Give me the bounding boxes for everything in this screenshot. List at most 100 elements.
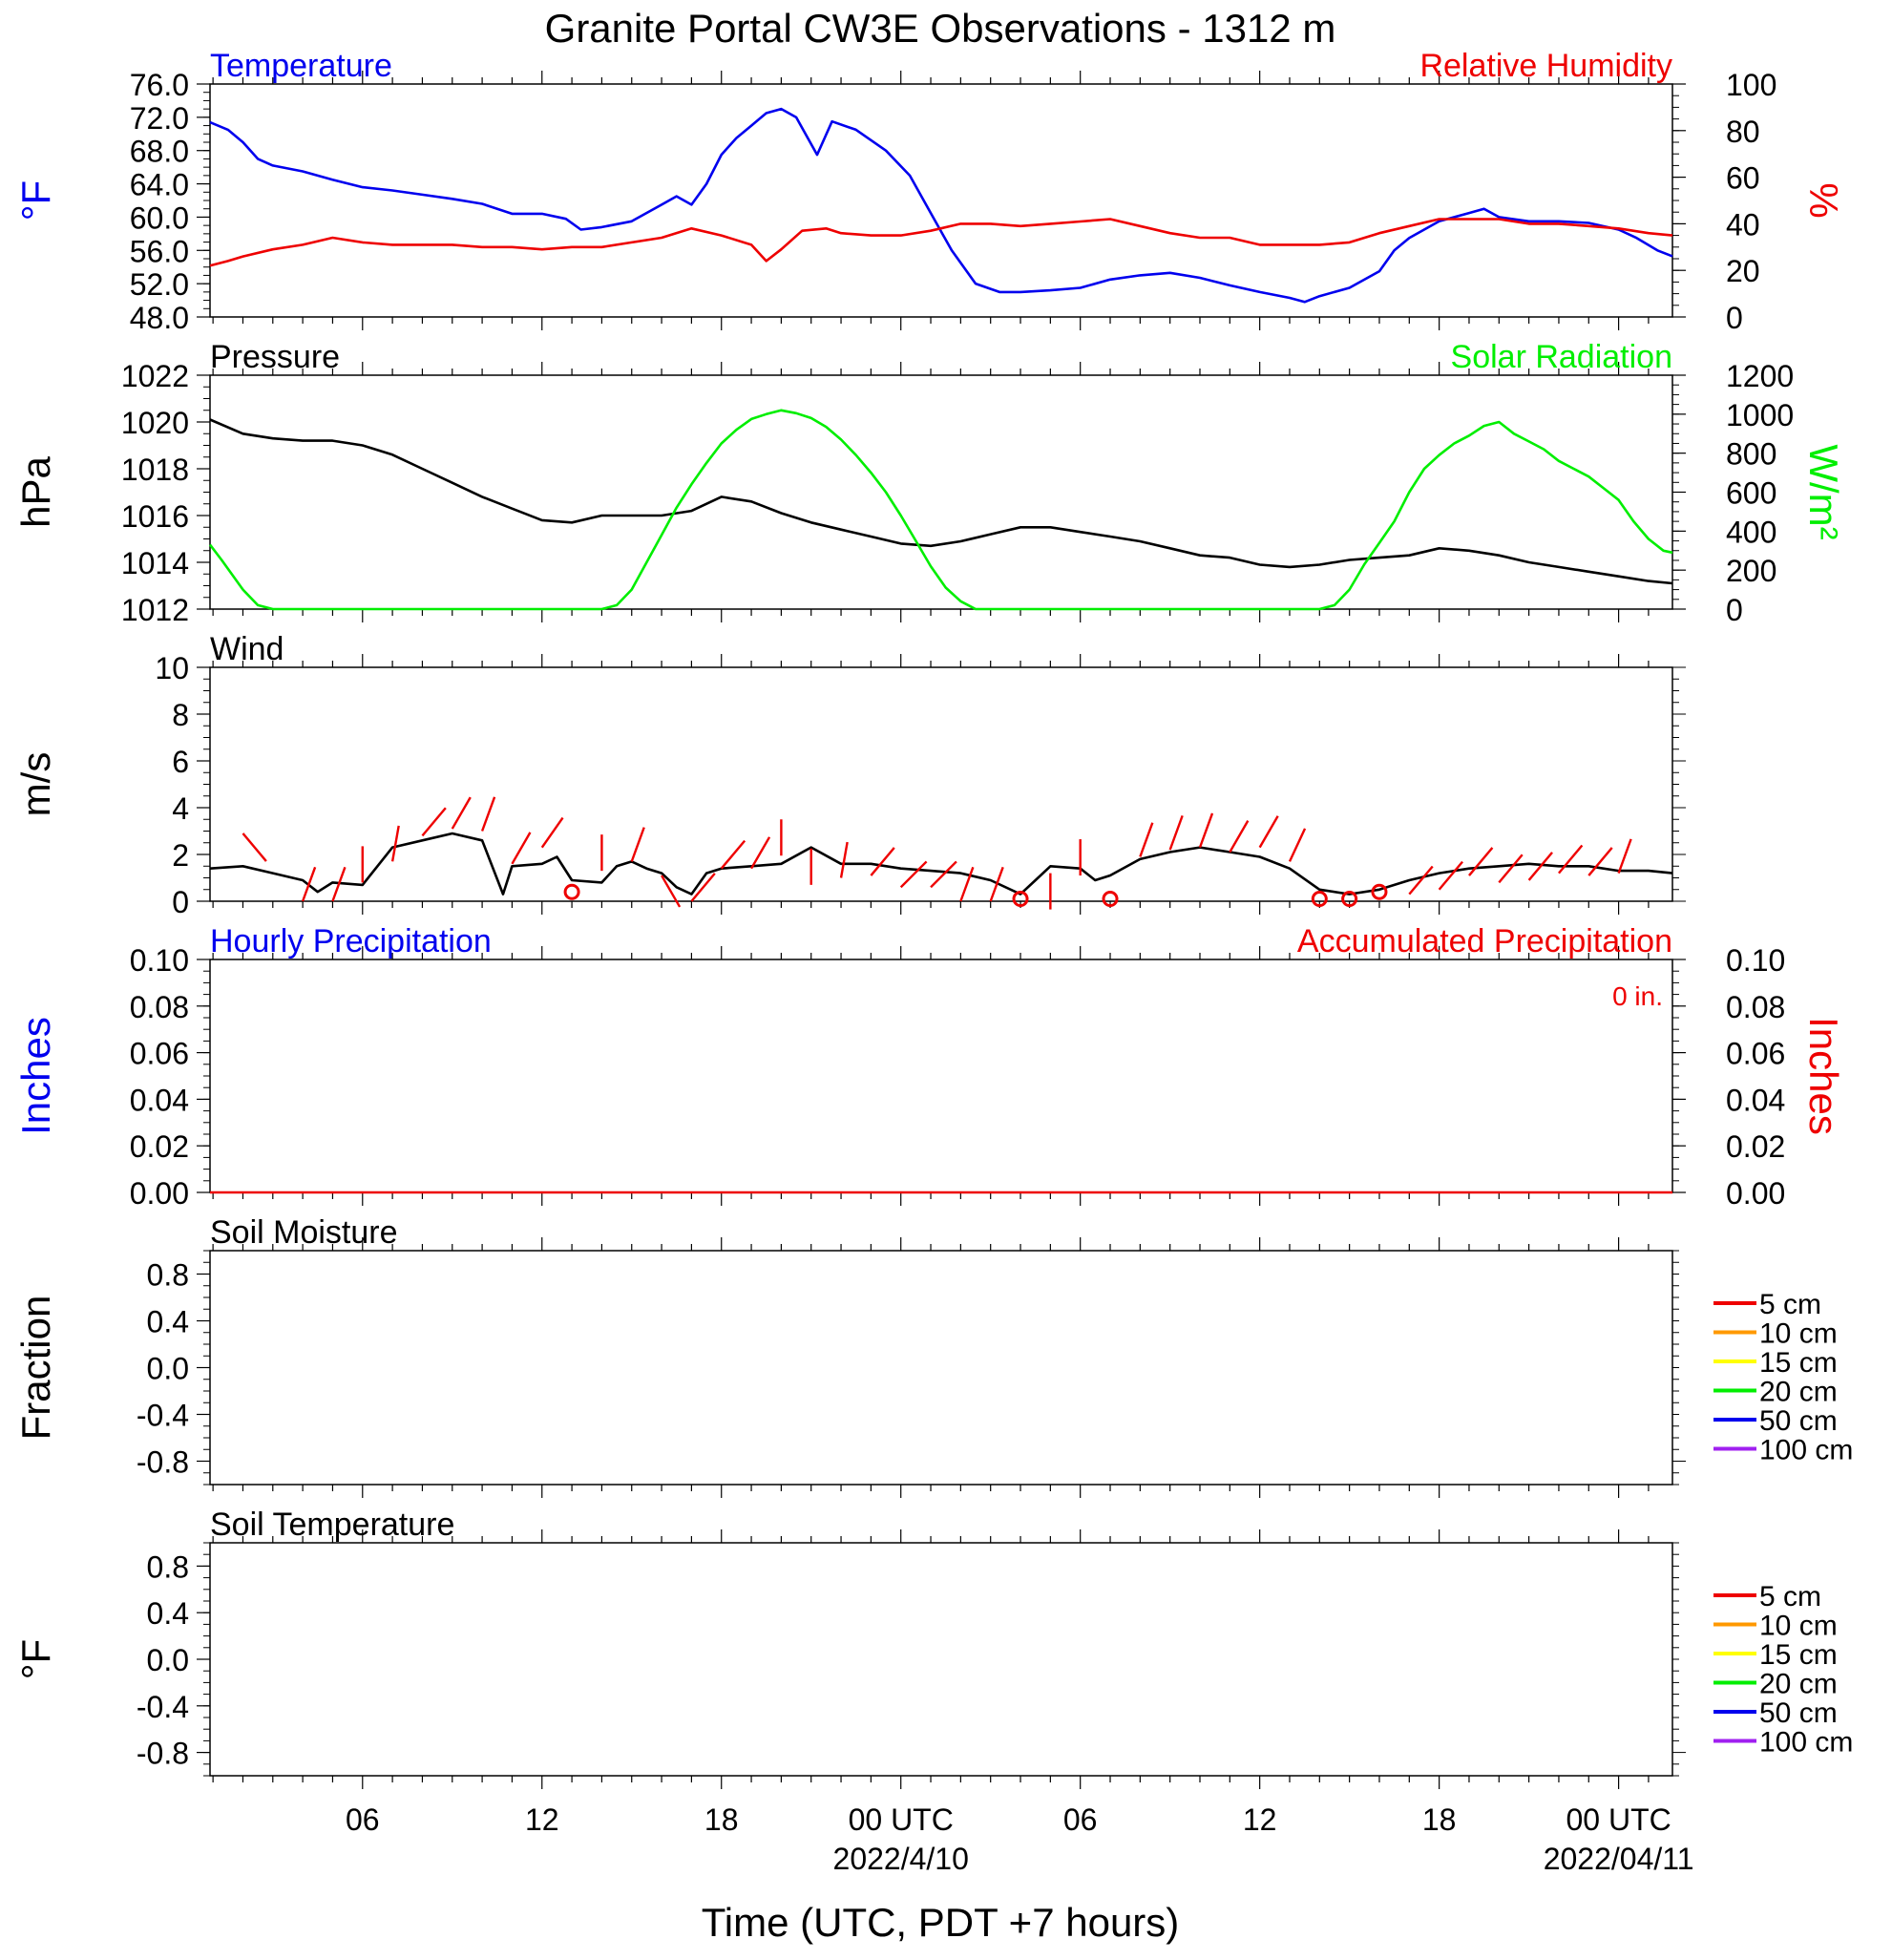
series-line-wind: [209, 832, 1673, 896]
legend-label: 20 cm: [1759, 1669, 1838, 1700]
wind-calm-marker: [1371, 883, 1388, 900]
wind-barb: [750, 836, 771, 870]
panel-pressure_solar: 1012 1014 1016 1018 1020 1022 0 200 400 600 800 100…: [13, 339, 1846, 627]
panel-title-left: Hourly Precipitation: [210, 923, 492, 959]
wind-barb: [839, 841, 849, 878]
panel-wind: 0 2 4 6 8 10 Wind m/s: [13, 631, 1686, 919]
y-tick-label-left: 0.4: [147, 1596, 189, 1631]
panels: 48.052.056.060.064.068.072.076.002040608…: [13, 48, 1853, 1789]
wind-barb: [1558, 844, 1584, 875]
legend-label: 15 cm: [1759, 1639, 1838, 1671]
wind-barb: [540, 816, 564, 849]
y-tick-label-right: 600: [1726, 476, 1776, 511]
y-tick-label-left: 0.06: [130, 1037, 189, 1071]
wind-barb: [1587, 847, 1613, 876]
y-tick-label-left: 4: [172, 791, 189, 826]
y-tick-label-left: 0.8: [147, 1549, 189, 1584]
wind-barb: [421, 807, 447, 837]
y-tick-label-left: 1012: [121, 593, 189, 627]
legend-label: 100 cm: [1759, 1727, 1853, 1759]
y-tick-label-left: 0.10: [130, 943, 189, 978]
y-tick-label-right: 0.06: [1726, 1037, 1785, 1071]
y-tick-label-right: 0.08: [1726, 990, 1785, 1024]
panel-soil_moisture: -0.8 -0.4 0.0 0.4 0.8 Soil Moisture Fraction 5 …: [13, 1214, 1853, 1498]
wind-barb: [930, 860, 957, 889]
panel-temp_rh: 48.052.056.060.064.068.072.076.0 0 20 40 60 8…: [13, 48, 1846, 335]
plot-frame: [209, 959, 1673, 1193]
y-tick-label-right: 0.02: [1726, 1129, 1785, 1164]
y-tick-label-left: 72.0: [130, 101, 189, 136]
legend-label: 5 cm: [1759, 1289, 1821, 1320]
x-axis-label: Time (UTC, PDT +7 hours): [702, 1900, 1180, 1945]
y-axis-label-left: hPa: [13, 455, 58, 527]
wind-calm-marker: [1012, 891, 1029, 908]
x-tick-label: 12: [1243, 1802, 1277, 1837]
x-tick-label: 00 UTC: [849, 1802, 954, 1837]
y-axis-label-left: Fraction: [13, 1296, 58, 1441]
y-tick-label-left: 2: [172, 838, 189, 873]
wind-barb: [1198, 812, 1214, 849]
wind-barb: [480, 796, 496, 832]
y-axis-label-right: %: [1801, 182, 1846, 218]
wind-barb: [959, 866, 975, 902]
y-tick-label-left: 0.00: [130, 1176, 189, 1211]
wind-barb: [661, 875, 682, 908]
plot-frame: [209, 1250, 1673, 1486]
wind-barb: [690, 873, 716, 902]
wind-barb: [1408, 865, 1434, 896]
legend-label: 50 cm: [1759, 1697, 1838, 1729]
series-line-temperature: [209, 107, 1673, 304]
y-tick-label-right: 1200: [1726, 359, 1794, 393]
wind-barb: [511, 832, 532, 865]
wind-barb: [1468, 847, 1494, 876]
wind-calm-marker: [563, 883, 580, 900]
y-tick-label-left: 48.0: [130, 301, 189, 335]
y-tick-label-right: 0.04: [1726, 1083, 1785, 1117]
wind-calm-marker: [1341, 891, 1358, 908]
wind-calm-marker: [1311, 891, 1328, 908]
x-tick-label: 06: [346, 1802, 380, 1837]
series-line-solar-radiation: [208, 409, 1673, 611]
y-tick-label-left: 76.0: [130, 68, 189, 102]
y-tick-label-right: 1000: [1726, 398, 1794, 432]
y-tick-label-left: 0.04: [130, 1083, 189, 1117]
y-tick-label-left: 1022: [121, 359, 189, 393]
y-tick-label-left: 0.4: [147, 1305, 189, 1339]
y-tick-label-left: 60.0: [130, 200, 189, 235]
y-tick-label-right: 400: [1726, 515, 1776, 549]
y-tick-label-left: 10: [155, 651, 189, 685]
plot-frame: [209, 374, 1673, 610]
y-tick-label-left: 0: [172, 885, 189, 919]
legend-label: 10 cm: [1759, 1611, 1838, 1642]
y-tick-label-right: 60: [1726, 161, 1760, 196]
y-tick-label-left: -0.8: [137, 1737, 189, 1771]
wind-barb: [1617, 838, 1632, 875]
panel-title-right: Solar Radiation: [1451, 339, 1672, 375]
panel-title-left: Soil Temperature: [210, 1507, 454, 1543]
wind-barb: [720, 839, 746, 870]
y-tick-label-left: 1018: [121, 453, 189, 487]
y-axis-label-left: Inches: [13, 1017, 58, 1135]
series-line-pressure: [209, 418, 1673, 585]
y-tick-label-right: 0: [1726, 593, 1743, 627]
y-axis-label-left: °F: [13, 1639, 58, 1679]
y-axis-label-right: Inches: [1801, 1017, 1846, 1135]
y-tick-label-right: 200: [1726, 554, 1776, 588]
wind-barb: [1498, 854, 1524, 884]
legend-label: 15 cm: [1759, 1347, 1838, 1379]
wind-barb: [1229, 820, 1250, 854]
wind-barb: [390, 825, 400, 862]
y-axis-label-left: °F: [13, 180, 58, 221]
wind-barb: [989, 866, 1004, 902]
wind-barb: [1139, 822, 1154, 857]
y-tick-label-right: 800: [1726, 437, 1776, 472]
y-tick-label-left: 56.0: [130, 234, 189, 268]
y-tick-label-left: 0.0: [147, 1352, 189, 1386]
y-tick-label-left: 1020: [121, 406, 189, 440]
wind-barb: [1438, 860, 1463, 891]
y-tick-label-right: 0.10: [1726, 943, 1785, 978]
y-tick-label-left: 0.02: [130, 1129, 189, 1164]
panel-title-right: Accumulated Precipitation: [1297, 923, 1672, 959]
